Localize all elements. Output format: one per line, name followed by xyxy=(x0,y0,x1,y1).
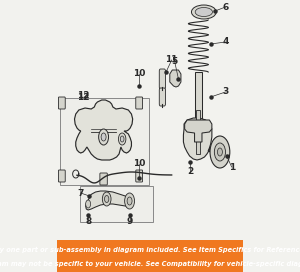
Text: 10: 10 xyxy=(133,70,146,79)
Text: 11: 11 xyxy=(165,55,178,64)
FancyBboxPatch shape xyxy=(159,69,166,89)
Polygon shape xyxy=(185,120,212,142)
Text: 1: 1 xyxy=(229,162,235,172)
Text: 10: 10 xyxy=(133,159,146,168)
Circle shape xyxy=(101,133,106,141)
Circle shape xyxy=(120,136,124,142)
Polygon shape xyxy=(86,191,131,210)
Text: 12: 12 xyxy=(77,92,89,101)
Bar xyxy=(196,110,200,154)
Circle shape xyxy=(127,197,132,205)
Polygon shape xyxy=(183,118,227,160)
FancyBboxPatch shape xyxy=(136,97,142,109)
Text: 3: 3 xyxy=(222,88,229,97)
Text: Diagram may not be specific to your vehicle. See Compatibility for vehicle-speci: Diagram may not be specific to your vehi… xyxy=(0,261,300,267)
Text: 7: 7 xyxy=(77,188,84,197)
Ellipse shape xyxy=(195,8,212,17)
Circle shape xyxy=(102,192,111,206)
Text: 6: 6 xyxy=(222,2,229,11)
Circle shape xyxy=(214,143,226,161)
Circle shape xyxy=(86,200,91,208)
FancyBboxPatch shape xyxy=(58,97,65,109)
Ellipse shape xyxy=(191,5,216,19)
Circle shape xyxy=(124,193,134,209)
Text: 8: 8 xyxy=(85,217,91,225)
Text: 2: 2 xyxy=(187,168,193,177)
FancyBboxPatch shape xyxy=(159,88,166,106)
Text: 5: 5 xyxy=(172,57,178,66)
Circle shape xyxy=(104,196,109,202)
Bar xyxy=(57,240,243,272)
Text: 12: 12 xyxy=(77,91,89,100)
Circle shape xyxy=(210,136,230,168)
Text: Only one part or sub-assembly in diagram included. See Item Specifics for Refere: Only one part or sub-assembly in diagram… xyxy=(0,247,300,253)
Text: 4: 4 xyxy=(222,38,229,47)
Bar xyxy=(195,72,202,120)
Bar xyxy=(80,186,153,222)
FancyBboxPatch shape xyxy=(58,170,65,182)
Circle shape xyxy=(118,133,126,145)
Polygon shape xyxy=(74,100,133,160)
Circle shape xyxy=(218,148,222,156)
Bar xyxy=(60,98,149,185)
Polygon shape xyxy=(170,70,181,87)
FancyBboxPatch shape xyxy=(136,170,142,182)
Circle shape xyxy=(99,129,109,145)
Text: 9: 9 xyxy=(126,217,133,225)
FancyBboxPatch shape xyxy=(100,173,107,185)
